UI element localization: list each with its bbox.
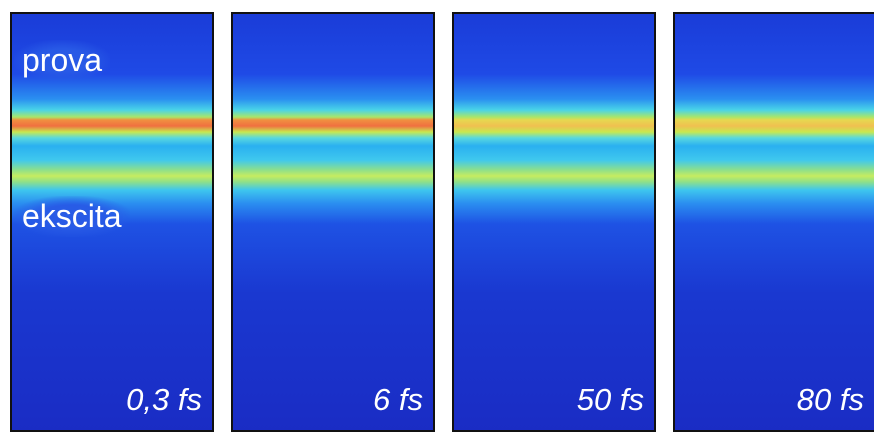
time-label: 0,3 fs (126, 382, 202, 417)
panel: 6 fs (231, 12, 435, 432)
probe-label: prova (14, 40, 111, 81)
time-label: 80 fs (796, 382, 864, 417)
panel: 80 fs (673, 12, 874, 432)
panel: 50 fs (452, 12, 656, 432)
time-label: 50 fs (576, 382, 644, 417)
pump-label: ekscita (14, 196, 130, 237)
time-label: 6 fs (373, 382, 423, 417)
